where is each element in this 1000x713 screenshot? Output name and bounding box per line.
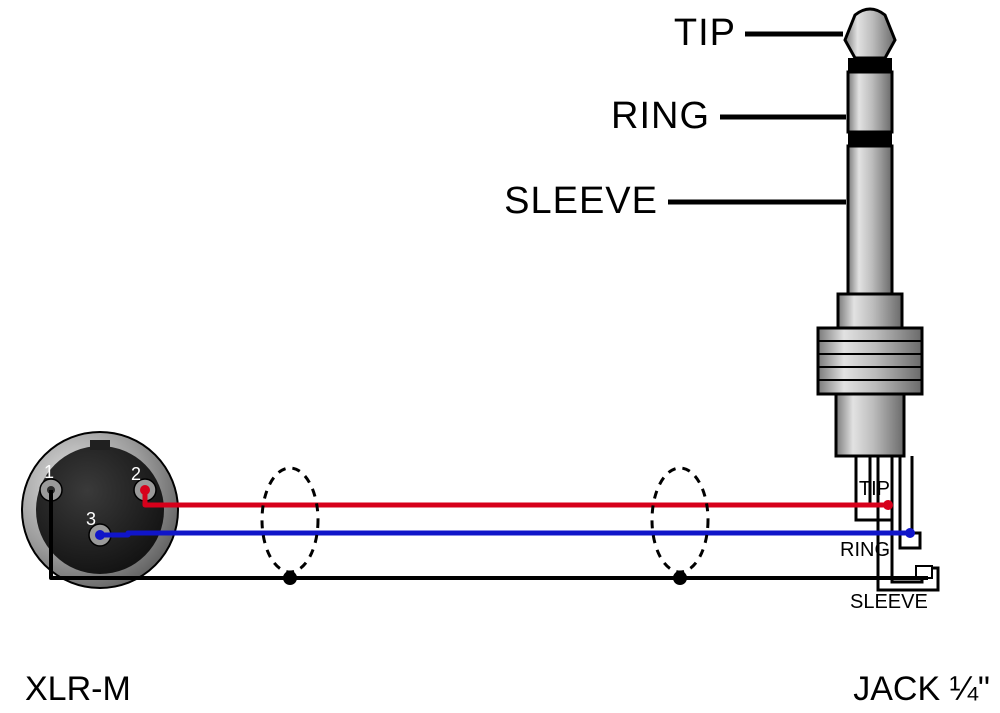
trs-small-labels: TIP RING SLEEVE bbox=[840, 478, 928, 613]
svg-text:2: 2 bbox=[131, 464, 141, 484]
jack-label: JACK ¼" bbox=[853, 670, 990, 708]
small-label-ring: RING bbox=[840, 539, 890, 561]
label-ring: RING bbox=[611, 95, 710, 137]
trs-big-labels: TIP RING SLEEVE bbox=[504, 12, 846, 222]
xlr-label: XLR-M bbox=[25, 670, 131, 708]
svg-text:3: 3 bbox=[86, 509, 96, 529]
label-tip: TIP bbox=[674, 12, 736, 54]
xlr-connector: 1 2 3 bbox=[22, 432, 178, 588]
small-label-sleeve: SLEEVE bbox=[850, 591, 928, 613]
small-label-tip: TIP bbox=[859, 478, 890, 500]
wires bbox=[51, 468, 928, 585]
svg-text:1: 1 bbox=[44, 462, 54, 482]
label-sleeve: SLEEVE bbox=[504, 180, 658, 222]
